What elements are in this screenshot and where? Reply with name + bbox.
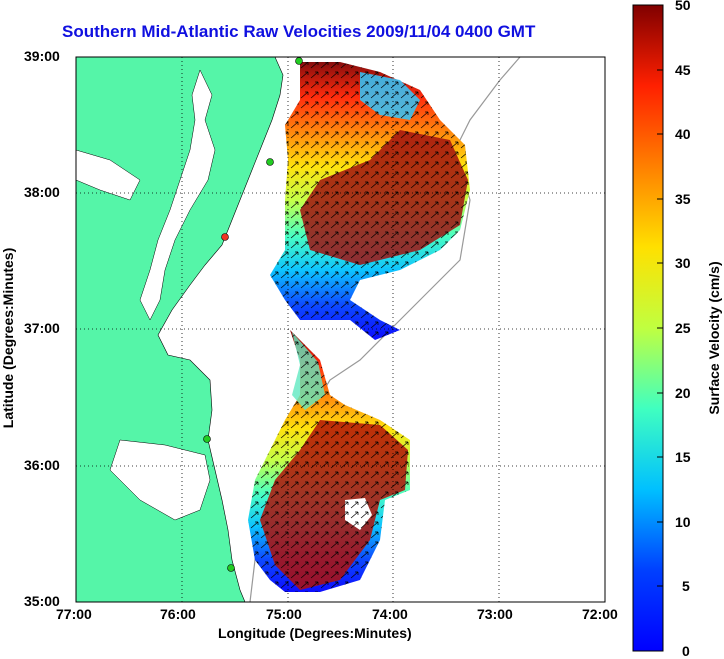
x-tick-label: 73:00 bbox=[477, 606, 513, 622]
radar-station-marker bbox=[266, 158, 274, 166]
y-tick-label: 38:00 bbox=[24, 184, 60, 200]
radar-station-marker bbox=[227, 564, 235, 572]
velocity-arrows-south bbox=[248, 330, 410, 592]
y-tick-label: 39:00 bbox=[24, 48, 60, 64]
velocity-arrows-north bbox=[270, 62, 470, 340]
y-tick-label: 37:00 bbox=[24, 320, 60, 336]
plot-frame bbox=[75, 56, 606, 603]
radar-station-marker bbox=[221, 233, 229, 241]
grid-lines bbox=[76, 57, 605, 602]
colorbar-tick-label: 35 bbox=[675, 191, 691, 207]
colorbar-tick-label: 40 bbox=[675, 126, 691, 142]
x-tick-label: 72:00 bbox=[582, 606, 618, 622]
x-tick-label: 75:00 bbox=[266, 606, 302, 622]
colorbar-tick-label: 10 bbox=[675, 514, 691, 530]
colorbar-tick-label: 15 bbox=[675, 449, 691, 465]
colorbar-tick-label: 50 bbox=[675, 0, 691, 13]
colorbar-tick-label: 20 bbox=[675, 385, 691, 401]
radar-station-marker bbox=[203, 435, 211, 443]
y-axis-label: Latitude (Degrees:Minutes) bbox=[0, 247, 16, 429]
map-title: Southern Mid-Atlantic Raw Velocities 200… bbox=[62, 22, 536, 41]
colorbar-tick-label: 5 bbox=[682, 578, 690, 594]
chesapeake-bay bbox=[139, 69, 216, 321]
x-tick-label: 76:00 bbox=[160, 606, 196, 622]
radar-station-marker bbox=[295, 57, 303, 65]
colorbar-ticks bbox=[657, 4, 663, 652]
y-tick-label: 35:00 bbox=[24, 593, 60, 609]
colorbar-label: Surface Velocity (cm/s) bbox=[706, 261, 722, 415]
colorbar-tick-label: 0 bbox=[682, 643, 690, 659]
x-tick-label: 74:00 bbox=[372, 606, 408, 622]
x-axis-label: Longitude (Degrees:Minutes) bbox=[218, 625, 412, 641]
colorbar-tick-label: 25 bbox=[675, 320, 691, 336]
y-tick-label: 36:00 bbox=[24, 457, 60, 473]
colorbar-tick-label: 30 bbox=[675, 255, 691, 271]
x-tick-label: 77:00 bbox=[56, 606, 92, 622]
sound-water bbox=[109, 439, 211, 521]
colorbar-tick-label: 45 bbox=[675, 62, 691, 78]
